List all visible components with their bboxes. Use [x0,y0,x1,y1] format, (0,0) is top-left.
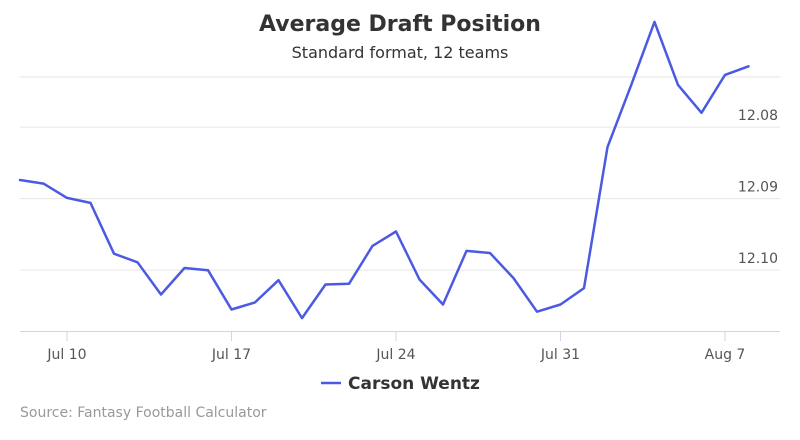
y-tick-label: 12.08 [738,108,778,124]
x-tick-label: Jul 31 [540,347,580,363]
legend[interactable]: Carson Wentz [321,374,480,394]
x-tick-label: Jul 10 [46,347,86,363]
chart-subtitle: Standard format, 12 teams [292,43,509,62]
x-tick-label: Jul 24 [375,347,415,363]
y-axis-labels: 12.08 12.09 12.10 [738,108,778,267]
source-credit[interactable]: Source: Fantasy Football Calculator [20,405,267,421]
x-tick-label: Jul 17 [211,347,251,363]
chart-title: Average Draft Position [259,12,541,37]
gridlines [20,76,780,271]
plot-area [18,20,750,320]
legend-label[interactable]: Carson Wentz [348,374,480,394]
x-axis-ticks: Jul 10 Jul 17 Jul 24 Jul 31 Aug 7 [46,331,745,363]
y-tick-label: 12.10 [738,251,778,267]
series-line-carson-wentz [18,20,750,320]
x-tick-label: Aug 7 [705,347,746,363]
y-tick-label: 12.09 [738,180,778,196]
